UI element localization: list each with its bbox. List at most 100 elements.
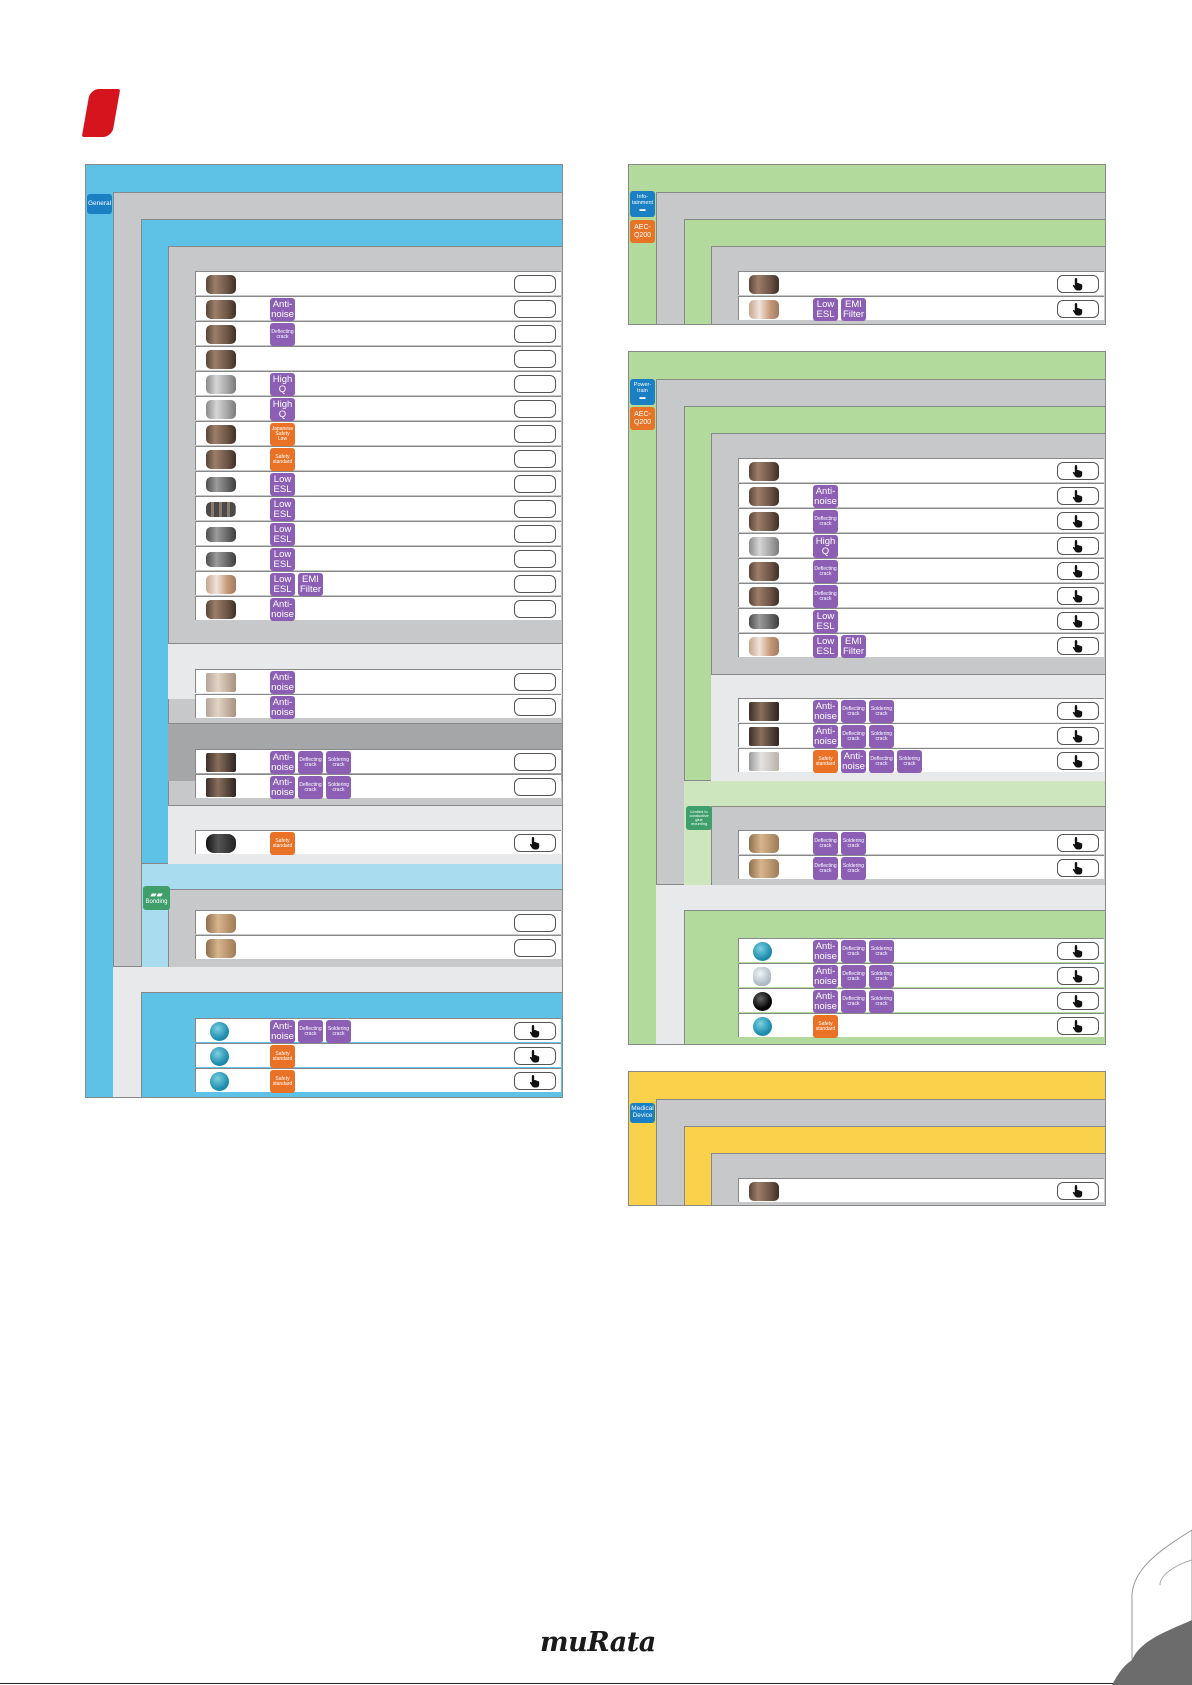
chip-capacitor-image	[206, 527, 236, 542]
product-row: Low ESL	[738, 608, 1104, 633]
product-link-button[interactable]	[1057, 702, 1099, 720]
product-link-button[interactable]	[1057, 727, 1099, 745]
product-link-button[interactable]	[1057, 512, 1099, 530]
feature-badges: High Q	[270, 373, 295, 396]
bonding-tag-label: Bonding	[145, 899, 168, 906]
chip-capacitor-image	[749, 562, 779, 581]
pointing-hand-icon	[1072, 490, 1083, 503]
product-link-button[interactable]	[514, 425, 556, 443]
chip-capacitor-image	[206, 350, 236, 369]
product-link-button[interactable]	[1057, 859, 1099, 877]
product-link-button[interactable]	[514, 698, 556, 716]
product-link-button[interactable]	[514, 525, 556, 543]
product-link-button[interactable]	[514, 275, 556, 293]
chip-capacitor-image	[749, 300, 779, 319]
feature-badge: Anti- noise	[270, 671, 295, 694]
product-link-button[interactable]	[514, 300, 556, 318]
product-link-button[interactable]	[1057, 462, 1099, 480]
feature-badges: Anti- noise	[270, 671, 295, 694]
feature-badge: Soldering crack	[869, 725, 894, 748]
pointing-hand-icon	[1072, 278, 1083, 291]
chip-capacitor-image	[206, 939, 236, 958]
product-link-button[interactable]	[514, 939, 556, 957]
feature-badge: Deflecting crack	[813, 560, 838, 583]
product-link-button[interactable]	[1057, 275, 1099, 293]
product-link-button[interactable]	[514, 673, 556, 691]
pointing-hand-icon	[1072, 565, 1083, 578]
feature-badge: Anti- noise	[813, 990, 838, 1013]
feature-badge: Deflecting crack	[841, 965, 866, 988]
product-link-button[interactable]	[514, 450, 556, 468]
product-link-button[interactable]	[514, 575, 556, 593]
product-link-button[interactable]	[514, 778, 556, 796]
product-link-button[interactable]	[1057, 834, 1099, 852]
product-link-button[interactable]	[514, 1022, 556, 1040]
feature-badges: Low ESL EMI Filter	[813, 298, 866, 321]
infotainment-tag: Info- tainment ▬	[630, 191, 655, 217]
product-link-button[interactable]	[1057, 537, 1099, 555]
chip-capacitor-image	[206, 477, 236, 492]
product-link-button[interactable]	[1057, 562, 1099, 580]
product-link-button[interactable]	[514, 1047, 556, 1065]
infotainment-aec-tag: AEC- Q200	[630, 220, 655, 243]
product-link-button[interactable]	[1057, 1017, 1099, 1035]
feature-badge: Anti- noise	[841, 750, 866, 773]
disc-capacitor-image	[753, 992, 772, 1011]
product-link-button[interactable]	[514, 914, 556, 932]
product-link-button[interactable]	[1057, 967, 1099, 985]
product-row: High Q	[738, 533, 1104, 558]
product-link-button[interactable]	[514, 753, 556, 771]
feature-badge: Low ESL	[270, 573, 295, 596]
product-row: Anti- noise	[738, 483, 1104, 508]
product-row: Low ESL EMI Filter	[738, 296, 1104, 321]
feature-badges: Anti- noise Deflecting crack Soldering cra…	[813, 940, 894, 963]
feature-badges: Safety standard	[270, 1070, 295, 1093]
feature-badge: EMI Filter	[841, 635, 866, 658]
chip-capacitor-image	[206, 450, 236, 469]
feature-badge: Low ESL	[270, 473, 295, 496]
product-link-button[interactable]	[1057, 612, 1099, 630]
product-link-button[interactable]	[1057, 992, 1099, 1010]
disc-capacitor-image	[210, 1072, 229, 1091]
product-link-button[interactable]	[514, 600, 556, 618]
feature-badges: Low ESL	[270, 523, 295, 546]
feature-badge: Low ESL	[813, 610, 838, 633]
feature-badge: Deflecting crack	[298, 1020, 323, 1043]
product-link-button[interactable]	[514, 475, 556, 493]
chip-capacitor-image	[749, 637, 779, 656]
feature-badge: High Q	[270, 373, 295, 396]
feature-badge: Safety standard	[813, 1015, 838, 1038]
product-link-button[interactable]	[1057, 942, 1099, 960]
chip-capacitor-image	[749, 859, 779, 878]
product-row: Anti- noise Deflecting crack Soldering cra…	[738, 963, 1104, 988]
product-row: High Q	[195, 371, 561, 396]
car-icon: ▬	[639, 394, 646, 401]
product-link-button[interactable]	[514, 350, 556, 368]
pointing-hand-icon	[1072, 837, 1083, 850]
feature-badge: Soldering crack	[326, 751, 351, 774]
pointing-hand-icon	[529, 1025, 540, 1038]
product-link-button[interactable]	[1057, 752, 1099, 770]
product-link-button[interactable]	[514, 834, 556, 852]
chip-capacitor-image	[749, 587, 779, 606]
disc-capacitor-image	[753, 967, 771, 986]
product-link-button[interactable]	[1057, 1182, 1099, 1200]
product-row: Anti- noise Deflecting crack Soldering cra…	[195, 749, 561, 774]
feature-badge: Soldering crack	[326, 776, 351, 799]
product-link-button[interactable]	[514, 375, 556, 393]
feature-badge: Anti- noise	[270, 696, 295, 719]
pointing-hand-icon	[1072, 705, 1083, 718]
chip-capacitor-image	[206, 502, 236, 517]
feature-badges: Low ESL EMI Filter	[813, 635, 866, 658]
product-link-button[interactable]	[1057, 637, 1099, 655]
product-link-button[interactable]	[514, 1072, 556, 1090]
product-link-button[interactable]	[514, 400, 556, 418]
murata-logo: muRata	[540, 1627, 656, 1658]
chip-capacitor-image	[749, 1182, 779, 1201]
product-link-button[interactable]	[1057, 300, 1099, 318]
product-link-button[interactable]	[514, 550, 556, 568]
product-link-button[interactable]	[1057, 587, 1099, 605]
product-link-button[interactable]	[514, 325, 556, 343]
product-link-button[interactable]	[514, 500, 556, 518]
product-link-button[interactable]	[1057, 487, 1099, 505]
